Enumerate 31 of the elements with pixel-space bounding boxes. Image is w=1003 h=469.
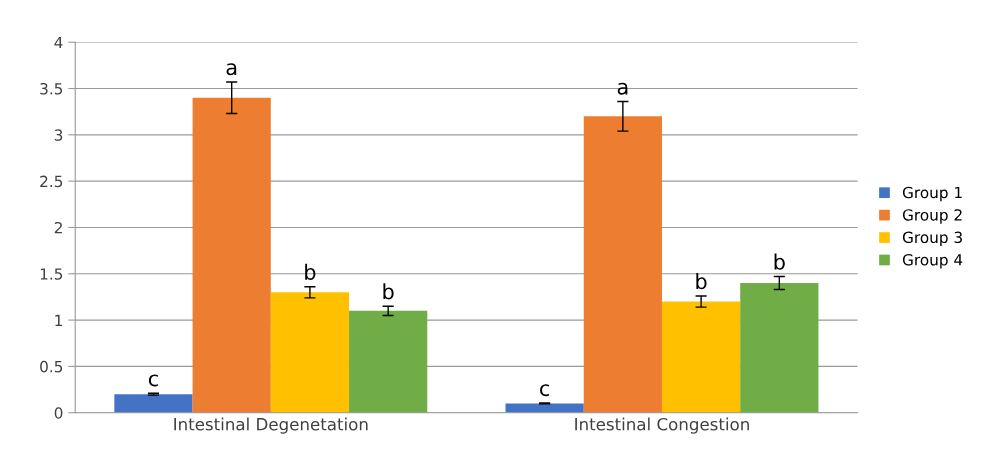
legend-label: Group 3 <box>902 231 962 247</box>
bar <box>192 97 271 413</box>
y-tick-label: 2 <box>54 221 62 234</box>
y-tick-label: 1.5 <box>40 268 63 280</box>
x-tick-label: Intestinal Congestion <box>575 417 749 434</box>
bar <box>583 116 662 413</box>
data-label: b <box>383 283 394 300</box>
legend-label: Group 1 <box>902 186 962 202</box>
bar <box>114 394 193 413</box>
legend-label: Group 4 <box>902 253 963 269</box>
bar <box>661 301 741 413</box>
bar <box>740 283 819 413</box>
y-tick-label: 0.5 <box>40 360 63 373</box>
y-tick-label: 3 <box>54 129 63 141</box>
data-label: b <box>696 273 707 290</box>
data-label: b <box>774 253 785 270</box>
data-label: c <box>148 374 158 387</box>
bar <box>270 292 350 413</box>
data-label: a <box>226 63 237 76</box>
x-tick-label: Intestinal Degenetation <box>174 417 368 434</box>
data-label: c <box>540 384 550 397</box>
y-tick-label: 2.5 <box>40 175 63 188</box>
y-tick-label: 3.5 <box>40 82 63 95</box>
bar <box>505 403 584 413</box>
y-tick-label: 4 <box>54 36 63 49</box>
data-label: a <box>617 82 628 95</box>
y-tick-label: 1 <box>55 314 63 326</box>
data-label: b <box>305 263 316 280</box>
bar <box>349 310 428 413</box>
legend-label: Group 2 <box>902 209 962 224</box>
y-tick-label: 0 <box>54 407 63 419</box>
